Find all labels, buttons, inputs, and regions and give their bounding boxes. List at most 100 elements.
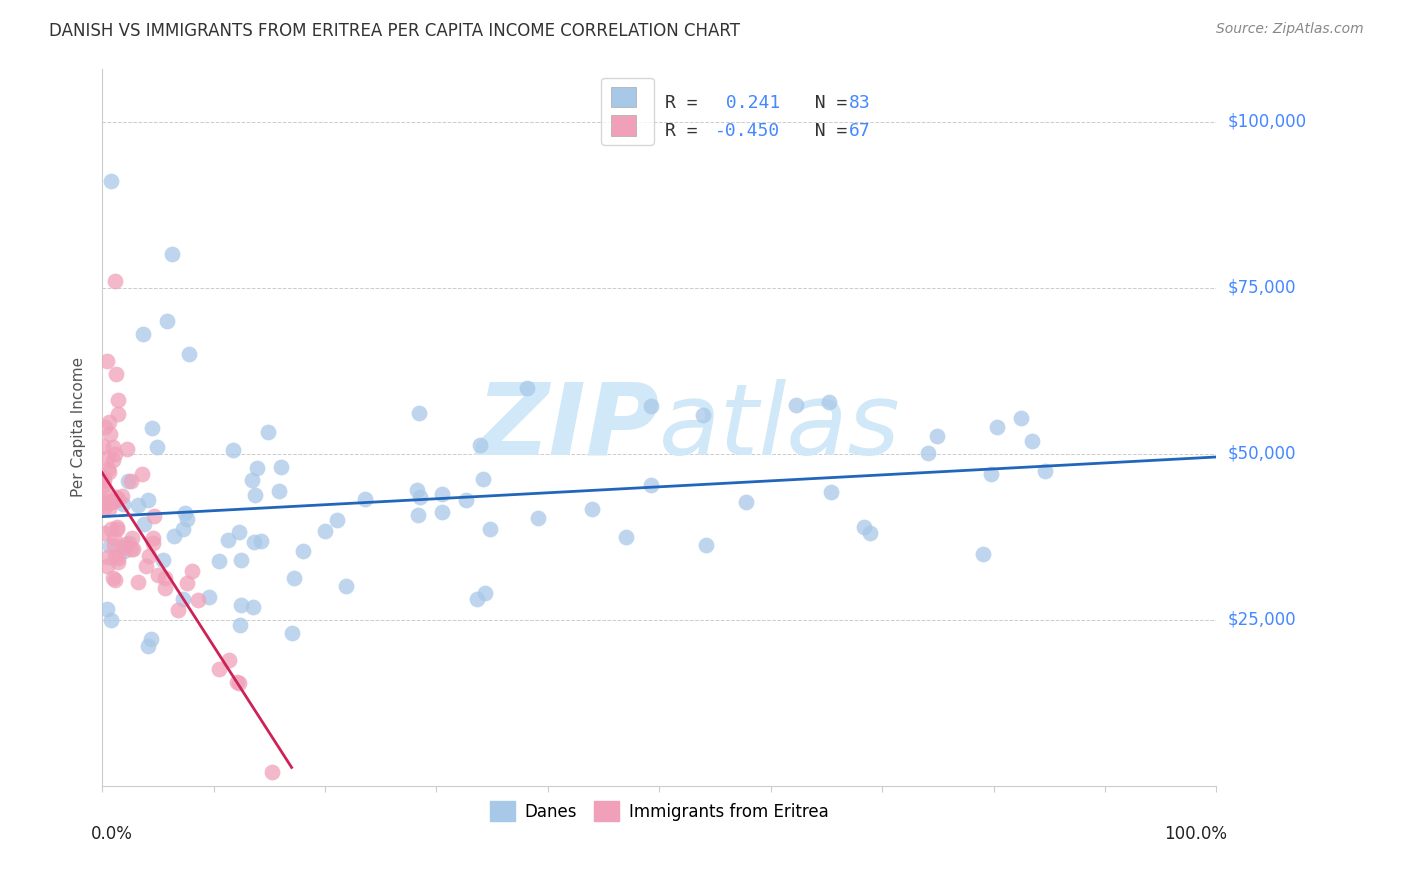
- Point: [98, 539, 121, 553]
- Point: [226, 674, 249, 689]
- Point: [127, 574, 149, 589]
- Point: [96, 602, 118, 616]
- Point: [93, 486, 115, 500]
- Point: [1021, 434, 1043, 448]
- Point: [231, 598, 253, 612]
- Point: [818, 395, 841, 409]
- Point: [229, 553, 252, 567]
- Point: [242, 599, 264, 614]
- Point: [260, 765, 283, 780]
- Text: ZIP: ZIP: [477, 378, 659, 475]
- Text: N =: N =: [793, 122, 858, 140]
- Point: [292, 543, 315, 558]
- Point: [986, 420, 1008, 434]
- Point: [229, 618, 252, 632]
- Point: [112, 540, 135, 554]
- Point: [181, 564, 204, 578]
- Point: [103, 494, 125, 508]
- Text: $50,000: $50,000: [1227, 444, 1296, 463]
- Point: [107, 551, 129, 566]
- Point: [107, 407, 129, 421]
- Point: [283, 571, 305, 585]
- Point: [474, 586, 496, 600]
- Point: [131, 327, 153, 342]
- Point: [408, 407, 430, 421]
- Point: [173, 592, 195, 607]
- Point: [117, 474, 139, 488]
- Text: 0.0%: 0.0%: [91, 825, 134, 843]
- Point: [927, 429, 949, 443]
- Point: [96, 353, 118, 368]
- Point: [101, 440, 124, 454]
- Point: [100, 522, 122, 536]
- Point: [93, 500, 115, 515]
- Point: [121, 532, 143, 546]
- Point: [107, 491, 129, 506]
- Point: [243, 535, 266, 549]
- Text: R =: R =: [665, 122, 709, 140]
- Point: [222, 443, 245, 458]
- Text: 67: 67: [849, 122, 870, 140]
- Point: [135, 559, 157, 574]
- Point: [107, 555, 129, 569]
- Point: [409, 490, 432, 504]
- Point: [93, 439, 115, 453]
- Point: [96, 494, 118, 508]
- Point: [917, 446, 939, 460]
- Point: [100, 613, 122, 627]
- Point: [980, 467, 1002, 481]
- Point: [640, 478, 662, 492]
- Text: atlas: atlas: [659, 378, 901, 475]
- Point: [153, 581, 176, 595]
- Point: [172, 522, 194, 536]
- Point: [97, 502, 120, 516]
- Point: [240, 473, 263, 487]
- Point: [141, 421, 163, 435]
- Point: [146, 568, 169, 582]
- Point: [111, 497, 134, 511]
- Point: [100, 494, 122, 508]
- Point: [97, 415, 120, 429]
- Point: [208, 662, 231, 676]
- Text: $100,000: $100,000: [1227, 112, 1306, 130]
- Point: [516, 381, 538, 395]
- Point: [115, 442, 138, 456]
- Point: [176, 512, 198, 526]
- Point: [103, 549, 125, 564]
- Point: [479, 522, 502, 536]
- Point: [228, 524, 250, 539]
- Text: 0.241: 0.241: [716, 94, 780, 112]
- Point: [695, 538, 717, 552]
- Point: [640, 399, 662, 413]
- Point: [246, 461, 269, 475]
- Point: [114, 544, 136, 558]
- Point: [326, 513, 349, 527]
- Point: [269, 484, 291, 499]
- Point: [97, 462, 120, 476]
- Point: [1033, 464, 1056, 478]
- Point: [250, 534, 273, 549]
- Point: [472, 472, 495, 486]
- Point: [142, 531, 165, 545]
- Text: N =: N =: [793, 94, 858, 112]
- Point: [98, 465, 121, 479]
- Point: [470, 437, 492, 451]
- Point: [179, 347, 201, 361]
- Point: [103, 532, 125, 546]
- Point: [103, 538, 125, 552]
- Point: [972, 547, 994, 561]
- Point: [174, 506, 197, 520]
- Point: [163, 529, 186, 543]
- Point: [104, 274, 127, 288]
- Point: [120, 474, 142, 488]
- Point: [115, 536, 138, 550]
- Point: [105, 520, 128, 534]
- Point: [100, 174, 122, 188]
- Point: [527, 511, 550, 525]
- Point: [111, 489, 134, 503]
- Point: [104, 573, 127, 587]
- Point: [581, 502, 603, 516]
- Point: [107, 393, 129, 408]
- Point: [93, 526, 115, 541]
- Point: [859, 526, 882, 541]
